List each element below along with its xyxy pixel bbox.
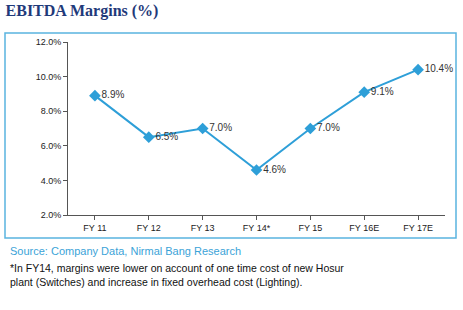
svg-text:EBITDA Margins (%): EBITDA Margins (%) — [6, 2, 159, 20]
svg-text:2.0%: 2.0% — [41, 210, 62, 220]
svg-text:6.5%: 6.5% — [155, 131, 178, 142]
svg-text:12.0%: 12.0% — [36, 37, 62, 47]
svg-text:10.4%: 10.4% — [425, 63, 453, 74]
svg-text:4.6%: 4.6% — [263, 164, 286, 175]
svg-text:4.0%: 4.0% — [41, 176, 62, 186]
svg-text:FY 12: FY 12 — [137, 223, 161, 233]
svg-text:6.0%: 6.0% — [41, 141, 62, 151]
svg-text:FY 15: FY 15 — [298, 223, 322, 233]
svg-text:7.0%: 7.0% — [317, 122, 340, 133]
svg-text:9.1%: 9.1% — [371, 86, 394, 97]
svg-text:*In FY14, margins were lower o: *In FY14, margins were lower on account … — [10, 262, 344, 288]
svg-text:FY 13: FY 13 — [191, 223, 215, 233]
svg-text:FY 16E: FY 16E — [349, 223, 379, 233]
svg-text:7.0%: 7.0% — [209, 122, 232, 133]
svg-text:8.0%: 8.0% — [41, 106, 62, 116]
svg-text:FY 17E: FY 17E — [403, 223, 433, 233]
svg-text:Source: Company Data, Nirmal B: Source: Company Data, Nirmal Bang Resear… — [10, 245, 241, 257]
svg-text:10.0%: 10.0% — [36, 72, 62, 82]
svg-text:FY 11: FY 11 — [83, 223, 106, 233]
svg-text:8.9%: 8.9% — [102, 89, 125, 100]
svg-text:FY 14*: FY 14* — [243, 223, 271, 233]
